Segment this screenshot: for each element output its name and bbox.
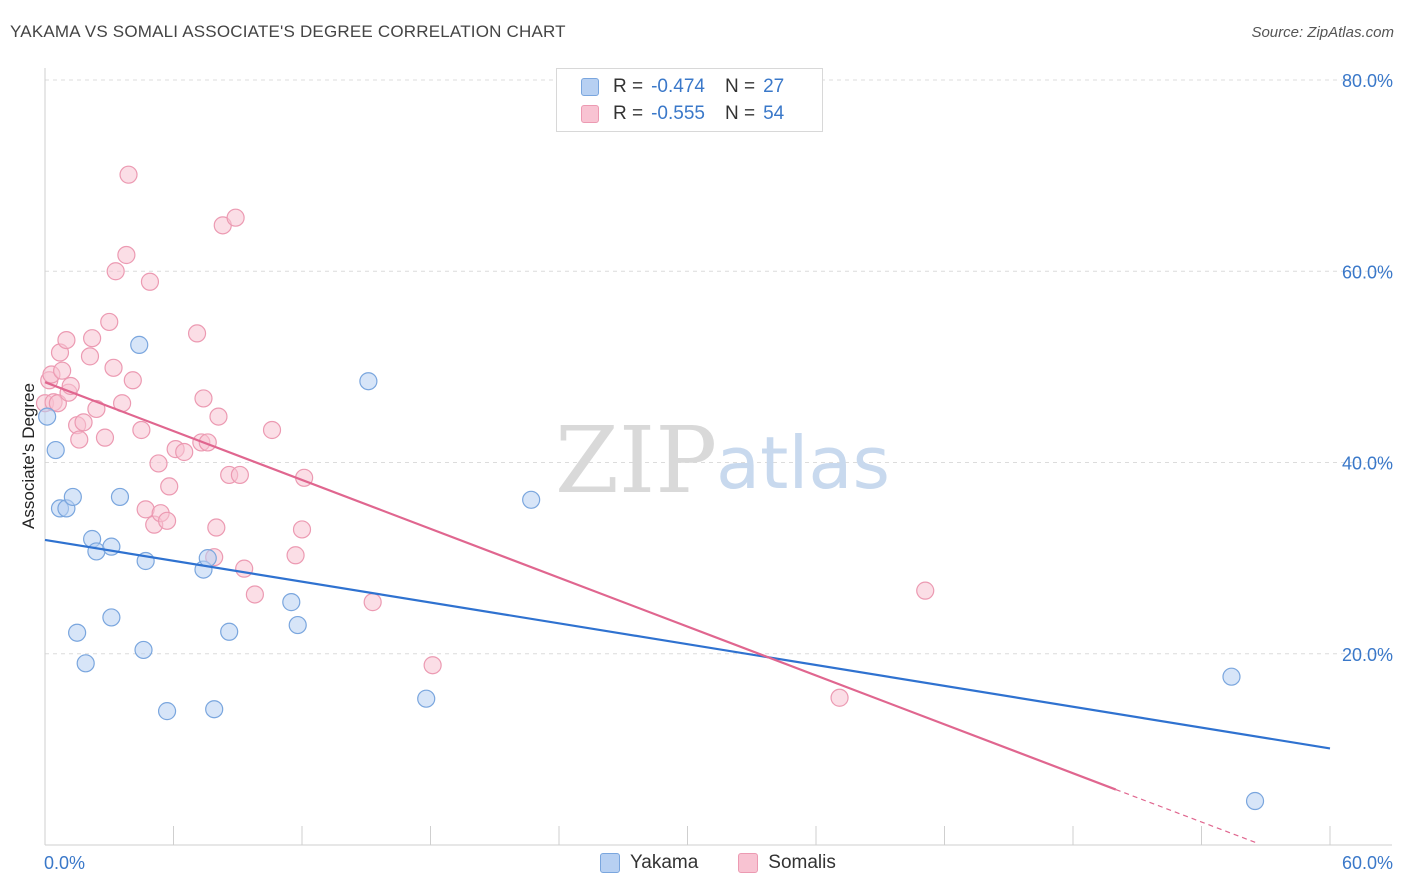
point-yakama bbox=[68, 623, 87, 642]
point-yakama bbox=[522, 490, 541, 509]
point-yakama bbox=[205, 700, 224, 719]
point-somalis bbox=[245, 585, 264, 604]
series-legend: Yakama Somalis bbox=[600, 852, 876, 874]
point-somalis bbox=[80, 347, 100, 366]
point-somalis bbox=[53, 361, 72, 380]
point-somalis bbox=[149, 454, 168, 473]
point-somalis bbox=[106, 262, 125, 281]
grid-lines bbox=[45, 79, 1392, 655]
point-yakama bbox=[87, 542, 106, 561]
y-tick-label: 80.0% bbox=[1342, 71, 1393, 91]
point-somalis bbox=[226, 208, 245, 227]
point-yakama bbox=[359, 372, 378, 391]
legend-swatch-yakama bbox=[600, 853, 620, 873]
point-somalis bbox=[235, 559, 254, 578]
point-somalis bbox=[230, 465, 249, 485]
point-somalis bbox=[194, 389, 213, 408]
point-somalis bbox=[187, 324, 207, 343]
point-somalis bbox=[100, 312, 119, 332]
trend-lines bbox=[44, 381, 1331, 844]
point-somalis bbox=[175, 442, 194, 462]
point-somalis bbox=[262, 420, 282, 440]
legend-r-label: R = bbox=[613, 76, 644, 97]
legend-r-label: R = bbox=[613, 103, 644, 124]
legend-n-value: 54 bbox=[763, 103, 785, 124]
point-somalis bbox=[916, 581, 935, 600]
legend-n-value: 27 bbox=[763, 76, 785, 97]
y-tick-label: 60.0% bbox=[1342, 262, 1393, 282]
watermark: ZIP atlas bbox=[555, 407, 890, 514]
point-somalis bbox=[160, 477, 179, 496]
y-tick-labels: 20.0% 40.0% 60.0% 80.0% bbox=[1342, 71, 1393, 665]
point-yakama bbox=[282, 593, 301, 612]
x-tick-labels: 0.0% 60.0% bbox=[44, 853, 1393, 873]
point-somalis bbox=[70, 430, 89, 449]
legend-item-yakama[interactable]: Yakama bbox=[600, 852, 698, 874]
point-somalis bbox=[209, 407, 228, 426]
stats-legend: R = -0.474 N = 27 R = -0.555 N = 54 bbox=[556, 68, 823, 132]
point-somalis bbox=[123, 371, 142, 390]
point-yakama bbox=[198, 549, 217, 568]
y-tick-label: 20.0% bbox=[1342, 645, 1393, 665]
point-somalis bbox=[423, 656, 442, 675]
legend-r-value: -0.555 bbox=[651, 103, 705, 124]
point-yakama bbox=[1222, 667, 1241, 686]
point-somalis bbox=[57, 331, 76, 350]
x-tick-label: 0.0% bbox=[44, 853, 85, 873]
y-axis-label: Associate's Degree bbox=[19, 383, 38, 529]
point-somalis bbox=[83, 329, 102, 348]
legend-label-yakama: Yakama bbox=[630, 852, 699, 873]
watermark-zip: ZIP bbox=[555, 407, 717, 514]
point-somalis bbox=[104, 358, 123, 377]
point-yakama bbox=[134, 640, 153, 660]
point-somalis bbox=[140, 272, 160, 291]
legend-r-value: -0.474 bbox=[651, 76, 705, 97]
point-somalis bbox=[286, 546, 305, 565]
trend-line-yakama bbox=[44, 538, 1331, 750]
point-somalis bbox=[136, 500, 155, 519]
legend-n-label: N = bbox=[724, 76, 756, 97]
point-somalis bbox=[363, 593, 382, 612]
point-yakama bbox=[102, 608, 121, 627]
point-yakama bbox=[157, 702, 177, 721]
point-somalis bbox=[95, 428, 115, 447]
trend-line-somalis bbox=[44, 381, 1117, 791]
point-somalis bbox=[132, 420, 151, 440]
point-yakama bbox=[63, 487, 82, 507]
point-yakama bbox=[76, 654, 95, 673]
point-somalis bbox=[119, 165, 138, 184]
legend-swatch-somalis bbox=[581, 105, 599, 123]
legend-swatch-yakama bbox=[581, 78, 599, 96]
point-yakama bbox=[288, 615, 307, 635]
legend-item-somalis[interactable]: Somalis bbox=[738, 852, 836, 874]
point-somalis bbox=[292, 520, 312, 539]
point-yakama bbox=[110, 487, 130, 507]
legend-n-label: N = bbox=[724, 103, 756, 124]
trend-line-somalis-extension bbox=[1115, 788, 1258, 844]
axes bbox=[44, 68, 1392, 846]
point-yakama bbox=[38, 407, 57, 426]
point-somalis bbox=[117, 245, 136, 265]
x-tick-label: 60.0% bbox=[1342, 853, 1393, 873]
point-yakama bbox=[46, 440, 65, 460]
legend-row-yakama: R = -0.474 N = 27 bbox=[581, 75, 784, 99]
point-yakama bbox=[220, 622, 239, 641]
chart-source: Source: ZipAtlas.com bbox=[1251, 24, 1394, 41]
point-yakama bbox=[1245, 791, 1265, 811]
point-yakama bbox=[130, 335, 149, 354]
point-somalis bbox=[207, 518, 226, 537]
point-yakama bbox=[417, 689, 436, 708]
point-somalis bbox=[74, 413, 93, 432]
watermark-atlas: atlas bbox=[716, 421, 890, 505]
legend-row-somalis: R = -0.555 N = 54 bbox=[581, 102, 784, 126]
point-somalis bbox=[87, 399, 106, 419]
point-somalis bbox=[830, 688, 849, 707]
y-tick-label: 40.0% bbox=[1342, 454, 1393, 474]
legend-swatch-somalis bbox=[738, 853, 759, 873]
legend-label-somalis: Somalis bbox=[768, 852, 836, 873]
point-somalis bbox=[157, 511, 177, 530]
chart-title: YAKAMA VS SOMALI ASSOCIATE'S DEGREE CORR… bbox=[10, 22, 566, 41]
